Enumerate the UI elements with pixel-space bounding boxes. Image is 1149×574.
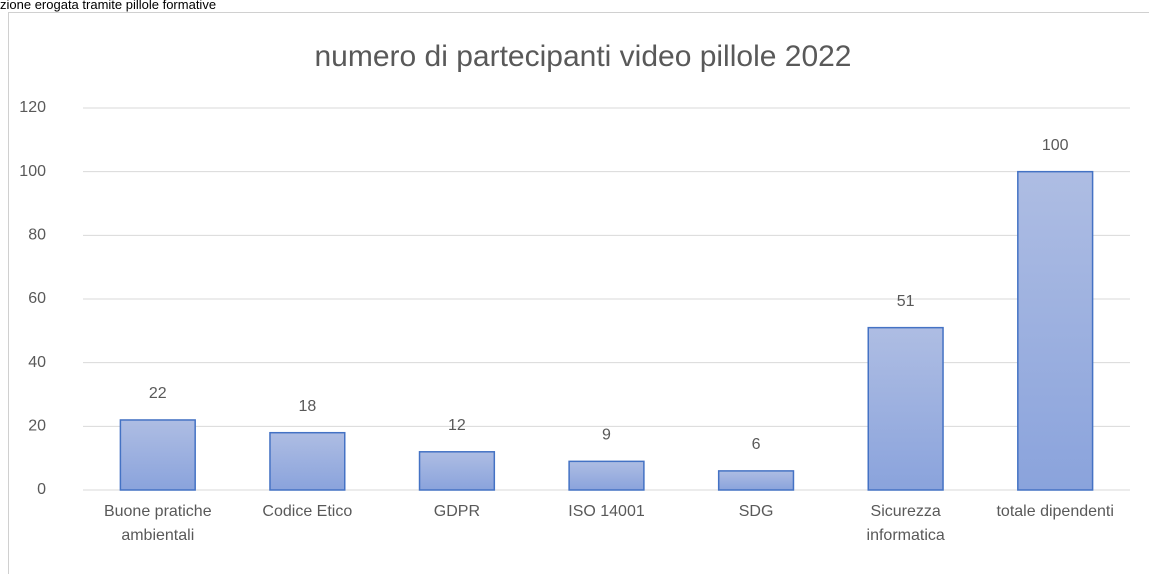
x-tick-label: totale dipendenti bbox=[996, 503, 1114, 520]
y-tick-label: 80 bbox=[28, 227, 46, 244]
x-tick-label: SDG bbox=[738, 503, 774, 520]
bar bbox=[867, 326, 944, 491]
value-label: 51 bbox=[897, 293, 915, 310]
x-tick-label: ISO 14001 bbox=[568, 503, 645, 520]
y-tick-label: 120 bbox=[19, 99, 46, 116]
value-label: 12 bbox=[448, 417, 466, 434]
chart-frame bbox=[8, 12, 1149, 574]
x-tick-label: Buone pratiche ambientali bbox=[103, 503, 212, 544]
y-tick-label: 0 bbox=[37, 481, 46, 498]
x-tick-label: Sicurezza informatica bbox=[866, 503, 945, 544]
value-label: 18 bbox=[298, 398, 316, 415]
bar bbox=[717, 470, 795, 491]
x-tick-label: GDPR bbox=[433, 503, 481, 520]
caption: zione erogata tramite pillole formative bbox=[0, 0, 221, 12]
bar bbox=[269, 431, 346, 491]
bar bbox=[1017, 170, 1094, 491]
y-tick-label: 40 bbox=[28, 354, 46, 371]
value-label: 100 bbox=[1042, 137, 1069, 154]
bar bbox=[568, 460, 645, 491]
y-tick-label: 60 bbox=[28, 290, 46, 307]
bar bbox=[119, 419, 196, 491]
value-label: 9 bbox=[602, 427, 611, 444]
x-tick-label: Codice Etico bbox=[262, 503, 353, 520]
y-tick-label: 20 bbox=[28, 418, 46, 435]
y-tick-label: 100 bbox=[19, 163, 46, 180]
bar bbox=[418, 451, 496, 491]
value-label: 22 bbox=[149, 385, 167, 402]
chart-title: numero di partecipanti video pillole 202… bbox=[314, 40, 851, 73]
value-label: 6 bbox=[752, 436, 761, 453]
